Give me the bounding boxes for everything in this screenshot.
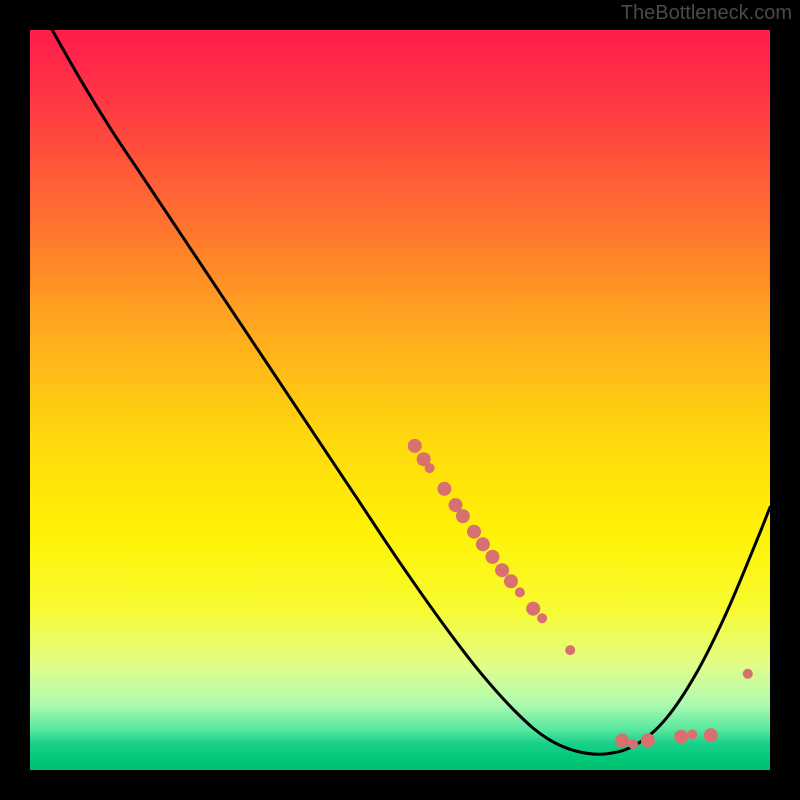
data-marker bbox=[437, 482, 451, 496]
data-marker bbox=[687, 729, 697, 739]
data-marker bbox=[467, 525, 481, 539]
data-marker bbox=[704, 728, 718, 742]
data-marker bbox=[537, 613, 547, 623]
watermark-text: TheBottleneck.com bbox=[621, 2, 792, 25]
data-marker bbox=[476, 537, 490, 551]
data-marker bbox=[425, 463, 435, 473]
data-marker bbox=[628, 739, 638, 749]
plot-area bbox=[30, 30, 770, 770]
data-marker bbox=[504, 574, 518, 588]
data-marker bbox=[486, 550, 500, 564]
data-marker bbox=[526, 602, 540, 616]
data-marker bbox=[615, 733, 629, 747]
data-marker bbox=[408, 439, 422, 453]
data-marker bbox=[565, 645, 575, 655]
data-marker bbox=[456, 509, 470, 523]
data-marker bbox=[515, 587, 525, 597]
data-marker bbox=[495, 563, 509, 577]
data-marker bbox=[674, 730, 688, 744]
chart-svg bbox=[30, 30, 770, 770]
data-marker bbox=[641, 733, 655, 747]
gradient-background bbox=[30, 30, 770, 770]
data-marker bbox=[743, 669, 753, 679]
